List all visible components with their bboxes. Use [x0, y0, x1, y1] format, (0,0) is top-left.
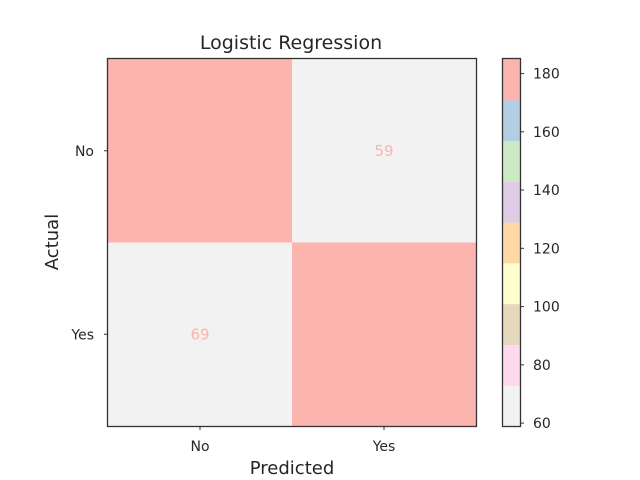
heatmap-cell-1-1	[292, 242, 476, 426]
y-tick-label: Yes	[70, 327, 94, 343]
y-tick-labels: No Yes	[70, 144, 108, 343]
y-axis-label: Actual	[42, 214, 63, 270]
cell-value-1-0: 69	[190, 325, 209, 343]
heatmap-cell-1-0	[108, 242, 292, 426]
colorbar-band	[503, 59, 520, 101]
colorbar-tick-label: 60	[533, 416, 551, 432]
colorbar-ticks: 60 80 100 120 140 160 180	[520, 67, 560, 432]
x-tick-label: No	[190, 439, 209, 455]
colorbar-band	[503, 344, 520, 386]
colorbar-band	[503, 303, 520, 345]
colorbar-tick-label: 180	[533, 67, 560, 83]
cell-value-0-0: 185	[186, 142, 215, 160]
chart-title: Logistic Regression	[200, 32, 382, 54]
colorbar-band	[503, 262, 520, 305]
colorbar-tick-label: 120	[533, 241, 560, 257]
heatmap-cell-0-0	[108, 59, 292, 243]
x-tick-labels: No Yes	[190, 426, 395, 455]
colorbar-tick-label: 80	[533, 358, 551, 374]
colorbar-frame	[501, 57, 522, 428]
cell-value-labels: 185 59 69 181	[186, 142, 399, 344]
x-tick-label: Yes	[372, 439, 396, 455]
colorbar-band	[503, 222, 520, 264]
colorbar-tick-label: 140	[533, 183, 560, 199]
colorbar-tick-label: 100	[533, 300, 560, 316]
colorbar-band	[503, 99, 520, 142]
colorbar-band	[503, 181, 520, 223]
cell-value-0-1: 59	[374, 142, 393, 160]
colorbar-tick-label: 160	[533, 125, 560, 141]
heatmap-cell-0-1	[292, 59, 476, 243]
colorbar	[503, 59, 520, 427]
plot-frame	[106, 57, 478, 428]
colorbar-band	[503, 385, 520, 427]
cell-value-1-1: 181	[370, 325, 399, 343]
x-axis-label: Predicted	[250, 458, 335, 479]
colorbar-band	[503, 140, 520, 182]
heatmap-cells	[108, 59, 476, 426]
y-tick-label: No	[75, 144, 94, 160]
